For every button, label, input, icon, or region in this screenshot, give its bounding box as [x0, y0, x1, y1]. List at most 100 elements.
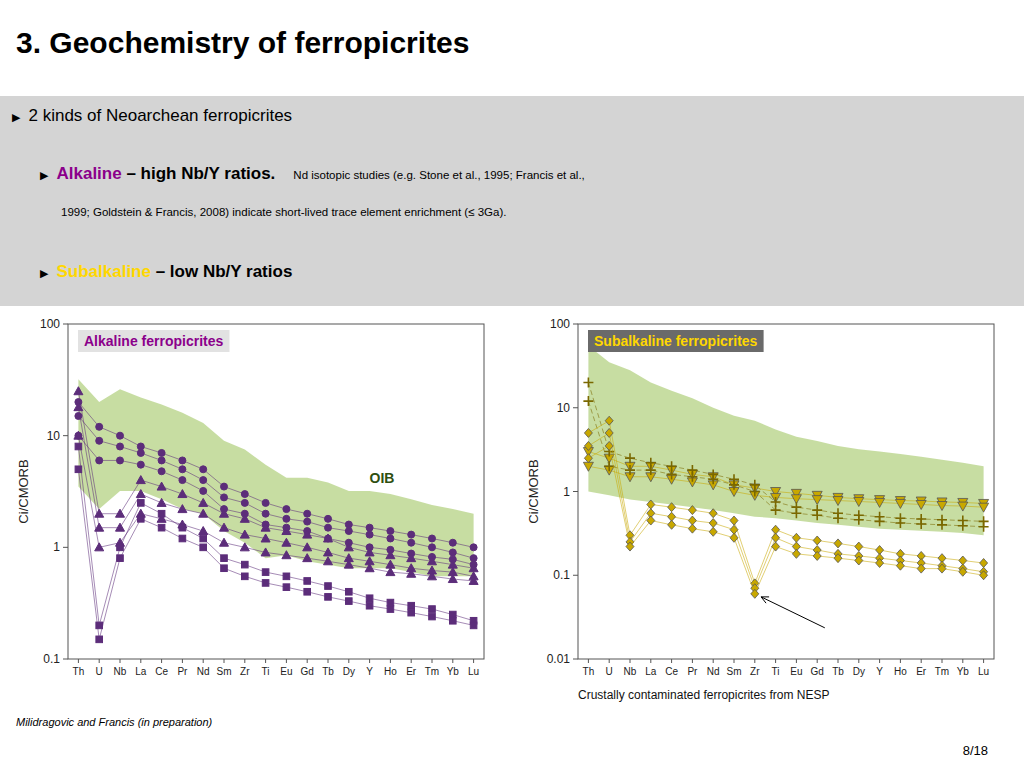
chart-title-box — [588, 330, 764, 352]
marker — [117, 555, 124, 562]
marker — [408, 602, 415, 609]
x-tick — [650, 659, 651, 663]
marker — [450, 617, 457, 624]
marker — [959, 567, 967, 576]
x-tick — [390, 659, 391, 663]
marker — [158, 524, 165, 531]
marker — [450, 611, 457, 618]
marker — [344, 560, 353, 568]
marker — [240, 530, 249, 538]
marker — [117, 432, 124, 439]
marker — [241, 491, 248, 498]
x-tick — [900, 659, 901, 663]
x-tick-label: Er — [916, 666, 927, 677]
marker — [158, 468, 165, 475]
x-tick — [182, 659, 183, 663]
marker — [895, 499, 905, 508]
chart-title: Alkaline ferropicrites — [84, 333, 223, 349]
x-tick-label: Eu — [790, 666, 802, 677]
marker — [262, 510, 269, 517]
x-tick-label: Ce — [155, 666, 168, 677]
marker — [303, 543, 312, 551]
marker — [730, 533, 738, 542]
x-tick — [962, 659, 963, 663]
y-tick-label: 100 — [550, 317, 570, 331]
x-tick-label: Nb — [114, 666, 127, 677]
bullet-text: 2 kinds of Neoarchean ferropicrites — [28, 106, 292, 125]
marker — [875, 516, 885, 526]
marker — [179, 535, 186, 542]
marker — [429, 535, 436, 542]
marker — [200, 544, 207, 551]
x-tick-label: Dy — [853, 666, 865, 677]
series-line — [588, 401, 983, 527]
y-tick-label: 10 — [557, 401, 571, 415]
marker — [366, 524, 373, 531]
marker — [221, 565, 228, 572]
x-tick-label: Lu — [468, 666, 479, 677]
x-tick — [286, 659, 287, 663]
marker — [344, 543, 353, 551]
marker — [261, 548, 270, 556]
x-tick-label: Yb — [447, 666, 460, 677]
marker — [117, 457, 124, 464]
marker — [583, 378, 593, 388]
marker — [605, 441, 613, 450]
marker — [772, 542, 780, 551]
marker — [958, 502, 968, 511]
x-tick-label: Pr — [177, 666, 188, 677]
marker — [324, 548, 333, 556]
marker — [583, 462, 593, 471]
marker — [241, 499, 248, 506]
chart: 0.1110100ThUNbLaCePrNdSmZrTiEuGdTbDyYHoE… — [14, 316, 496, 711]
plot-frame — [578, 324, 994, 659]
marker — [325, 524, 332, 531]
marker — [117, 443, 124, 450]
marker — [96, 636, 103, 643]
marker — [688, 506, 696, 515]
bullet-line: ▶Subalkaline – low Nb/Y ratios — [40, 262, 292, 282]
x-tick-label: Ti — [772, 666, 780, 677]
marker — [583, 396, 593, 406]
bullet-text: – low Nb/Y ratios — [151, 262, 292, 281]
y-tick-label: 0.1 — [553, 568, 570, 582]
marker — [449, 539, 456, 546]
marker — [407, 554, 416, 562]
y-tick — [573, 407, 578, 408]
band — [588, 346, 983, 536]
bullet-line: ▶Alkaline – high Nb/Y ratios.Nd isotopic… — [40, 164, 585, 184]
marker — [325, 515, 332, 522]
marker — [324, 534, 333, 542]
footer: Milidragovic and Francis (in preparation… — [16, 716, 212, 728]
x-tick — [244, 659, 245, 663]
marker — [220, 538, 229, 546]
x-tick — [858, 659, 859, 663]
x-tick — [224, 659, 225, 663]
series-line — [78, 407, 473, 576]
x-tick — [348, 659, 349, 663]
marker — [428, 572, 437, 580]
series-line — [588, 433, 983, 588]
marker — [262, 569, 269, 576]
marker — [833, 513, 843, 523]
marker — [855, 556, 863, 565]
marker — [261, 523, 270, 531]
marker — [75, 443, 82, 450]
series-line — [78, 416, 473, 558]
marker — [221, 555, 228, 562]
marker — [470, 555, 477, 562]
marker — [429, 613, 436, 620]
marker — [178, 505, 187, 513]
marker — [74, 431, 83, 439]
x-tick — [328, 659, 329, 663]
marker — [834, 554, 842, 563]
marker — [605, 428, 613, 437]
x-tick — [838, 659, 839, 663]
marker — [303, 554, 312, 562]
marker — [854, 515, 864, 525]
x-tick-label: Y — [366, 666, 373, 677]
bullet-box: ▶ 2 kinds of Neoarchean ferropicrites ▶Alk… — [0, 96, 1024, 306]
marker — [855, 542, 863, 551]
marker — [688, 524, 696, 533]
bullet-glyph: ▶ — [40, 267, 48, 279]
